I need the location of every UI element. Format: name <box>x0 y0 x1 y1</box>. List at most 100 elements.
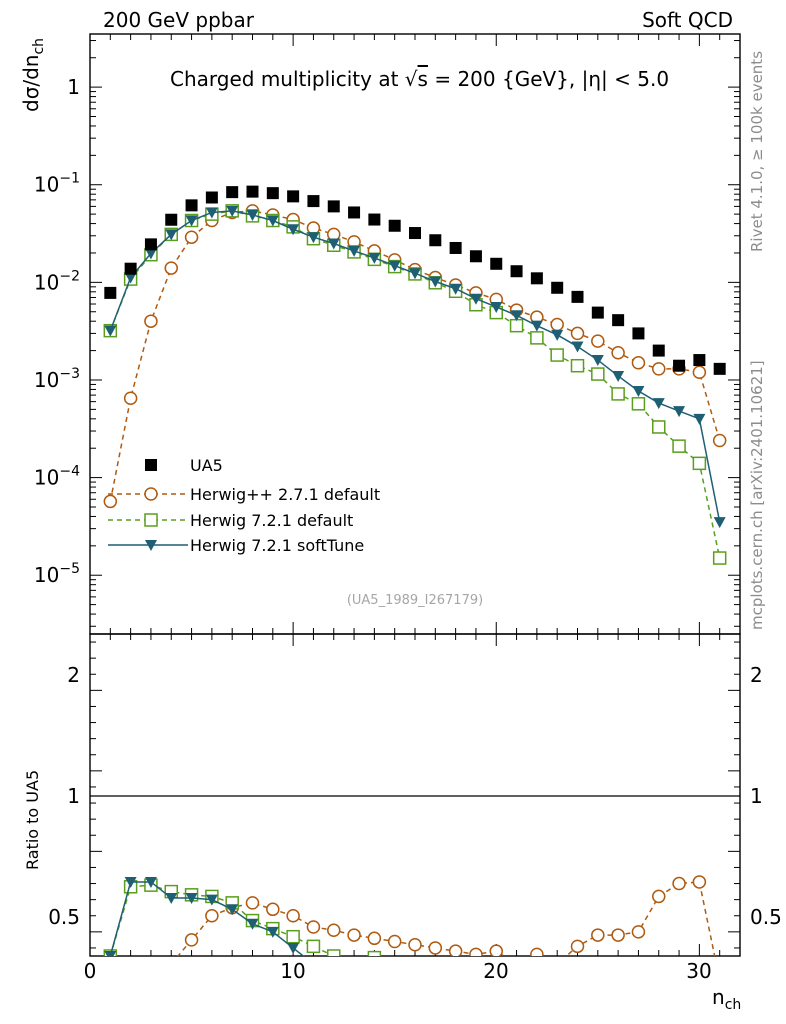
data-point <box>449 241 462 254</box>
x-tick-label-0: 0 <box>84 959 97 983</box>
data-point <box>692 365 707 380</box>
data-point <box>226 186 239 199</box>
data-point <box>205 207 218 219</box>
data-point <box>327 238 340 250</box>
ratio-point <box>347 928 361 942</box>
data-point <box>287 190 300 203</box>
data-point <box>144 248 157 260</box>
ratio-point <box>104 951 117 956</box>
data-point <box>266 215 279 227</box>
y-tick-label: 10−4 <box>34 464 80 490</box>
data-point <box>205 191 218 204</box>
data-point <box>571 341 584 353</box>
ratio-point <box>551 958 563 970</box>
ratio-point <box>611 928 625 942</box>
data-point <box>693 354 706 367</box>
data-point <box>348 245 361 257</box>
data-point <box>611 346 625 360</box>
ratio-tick-label-right-1: 1 <box>750 784 763 808</box>
ratio-tick-label-right-0.5: 0.5 <box>750 905 782 929</box>
data-point <box>591 355 604 367</box>
data-point <box>712 433 727 448</box>
data-point <box>388 260 401 272</box>
x-tick-label-30: 30 <box>686 959 711 983</box>
x-tick-label-20: 20 <box>483 959 508 983</box>
data-point <box>429 276 442 288</box>
ratio-point <box>246 918 259 930</box>
data-point <box>266 187 279 200</box>
data-point <box>631 356 646 370</box>
axis-tick-labels: 0 10 20 30 0.5 1 2 0.5 1 2 <box>48 663 782 983</box>
data-point <box>429 234 442 247</box>
data-point <box>550 317 564 332</box>
ratio-point <box>307 959 319 970</box>
y-tick-label: 10−2 <box>34 268 80 294</box>
data-point <box>570 358 585 373</box>
rivet-version-label: Rivet 4.1.0, ≥ 100k events <box>748 51 766 252</box>
header-left: 200 GeV ppbar <box>103 8 255 32</box>
data-point <box>530 331 544 345</box>
data-point <box>652 398 665 410</box>
data-point <box>712 551 727 565</box>
ratio-point <box>570 939 585 954</box>
ratio-line <box>109 881 305 956</box>
plot-title: Charged multiplicity at √s = 200 {GeV}, … <box>170 67 669 91</box>
ratio-point <box>205 909 219 923</box>
ratio-point <box>124 876 137 888</box>
data-point <box>672 439 686 453</box>
ratio-point <box>205 894 218 906</box>
data-point <box>673 406 686 418</box>
ratio-point <box>226 904 239 916</box>
data-point <box>591 334 605 348</box>
data-point <box>530 272 543 285</box>
data-point <box>570 326 585 341</box>
legend-marker-herwig721-default <box>144 513 158 527</box>
data-point <box>469 250 482 263</box>
legend-entry-herwigpp: Herwig++ 2.7.1 default <box>108 485 380 504</box>
ratio-point <box>266 902 280 917</box>
data-point <box>287 224 300 236</box>
series-line <box>109 210 721 523</box>
data-point <box>551 281 564 294</box>
data-point <box>571 290 584 303</box>
ratio-point <box>448 944 463 956</box>
data-point <box>103 494 118 509</box>
data-point <box>469 293 482 305</box>
ratio-series-group <box>103 875 716 970</box>
data-point <box>104 286 117 299</box>
data-point <box>185 215 198 227</box>
ratio-point <box>266 926 279 938</box>
ratio-point <box>408 937 422 952</box>
data-point <box>165 213 178 226</box>
ratio-point <box>286 929 300 944</box>
y-tick-labels: 10−5 10−4 10−3 10−2 10−1 1 <box>34 75 80 587</box>
data-point <box>164 261 178 275</box>
data-point <box>509 318 524 333</box>
ratio-point <box>327 949 341 956</box>
data-point <box>348 206 361 219</box>
data-point <box>652 344 665 357</box>
ratio-point <box>469 947 483 956</box>
y-tick-label: 10−3 <box>34 366 80 392</box>
ratio-point <box>286 909 300 923</box>
data-point <box>327 200 340 213</box>
ratio-point <box>530 947 544 956</box>
ratio-point <box>631 925 646 939</box>
data-point <box>713 362 726 375</box>
ratio-tick-label-0.5: 0.5 <box>48 905 80 929</box>
ratio-point <box>185 893 198 905</box>
data-point <box>449 283 462 295</box>
data-point <box>185 199 198 212</box>
ratio-tick-label-right-2: 2 <box>750 663 763 687</box>
data-point <box>184 230 199 244</box>
ratio-point <box>428 941 443 955</box>
x-axis-label: nch <box>712 985 741 1013</box>
legend-marker-ua5 <box>145 459 157 471</box>
legend-label-ua5: UA5 <box>190 456 223 475</box>
ratio-point <box>511 958 523 970</box>
x-tick-label-10: 10 <box>280 959 305 983</box>
data-point <box>591 367 605 381</box>
data-point <box>631 397 646 411</box>
data-point <box>246 209 259 221</box>
